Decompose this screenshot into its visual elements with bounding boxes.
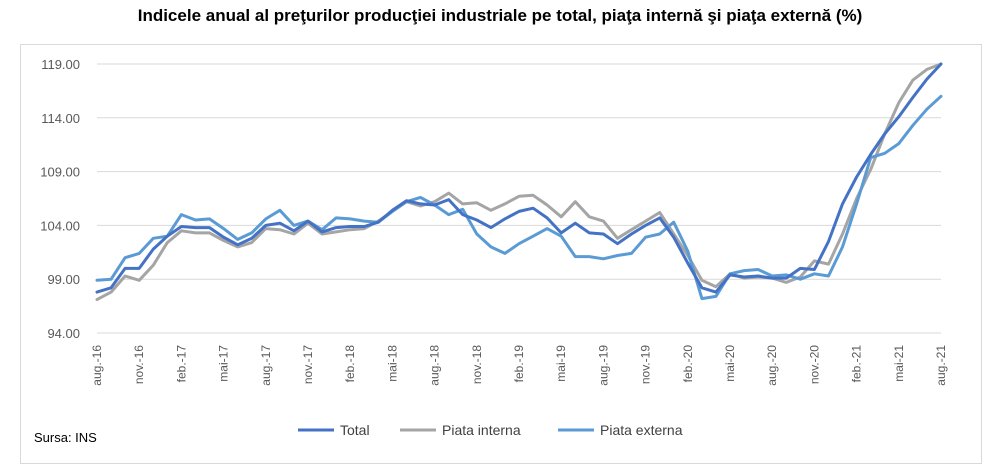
x-tick-label: aug.-16	[90, 345, 104, 386]
x-axis-ticks: aug.-16 nov.-16 feb.-17 mai-17 aug.-17 nov.-1…	[90, 345, 948, 386]
x-tick-label: feb.-19	[512, 345, 526, 383]
x-tick-label: mai-17	[217, 345, 231, 382]
x-tick-label: feb.-20	[681, 345, 695, 383]
chart-title: Indicele anual al preţurilor producţiei …	[137, 6, 863, 25]
x-tick-label: mai-21	[892, 345, 906, 382]
y-tick-label: 104.00	[40, 218, 80, 233]
y-tick-label: 94.00	[47, 326, 80, 341]
x-tick-label: aug.-18	[428, 345, 442, 386]
x-tick-label: feb.-17	[174, 345, 188, 383]
x-tick-label: aug.-21	[934, 345, 948, 386]
source-note: Sursa: INS	[34, 430, 97, 445]
x-tick-label: mai-18	[385, 345, 399, 382]
x-tick-label: feb.-21	[850, 345, 864, 383]
x-tick-label: nov.-19	[639, 345, 653, 384]
y-axis-ticks: 94.00 99.00 104.00 109.00 114.00 119.00	[40, 57, 80, 341]
x-tick-label: feb.-18	[343, 345, 357, 383]
legend: Total Piata interna Piata externa	[298, 422, 683, 438]
legend-label: Total	[340, 422, 370, 438]
legend-label: Piata interna	[442, 422, 521, 438]
x-tick-label: aug.-17	[259, 345, 273, 386]
series-lines	[95, 62, 943, 302]
x-tick-label: nov.-18	[470, 345, 484, 384]
y-tick-label: 114.00	[41, 111, 80, 126]
y-tick-label: 99.00	[47, 272, 80, 287]
x-tick-label: mai-19	[554, 345, 568, 382]
x-tick-label: mai-20	[723, 345, 737, 382]
y-tick-label: 119.00	[41, 57, 80, 72]
x-tick-label: nov.-17	[301, 345, 315, 384]
series-line-piata-interna	[95, 62, 943, 302]
x-tick-label: nov.-20	[807, 345, 821, 384]
series-line-piata-externa	[95, 94, 943, 301]
x-tick-label: aug.-20	[765, 345, 779, 386]
x-tick-label: nov.-16	[132, 345, 146, 384]
legend-label: Piata externa	[600, 422, 683, 438]
gridlines	[97, 63, 941, 334]
chart-frame	[20, 44, 982, 464]
y-tick-label: 109.00	[40, 165, 80, 180]
x-tick-label: aug.-19	[596, 345, 610, 386]
series-line-total	[95, 62, 943, 294]
